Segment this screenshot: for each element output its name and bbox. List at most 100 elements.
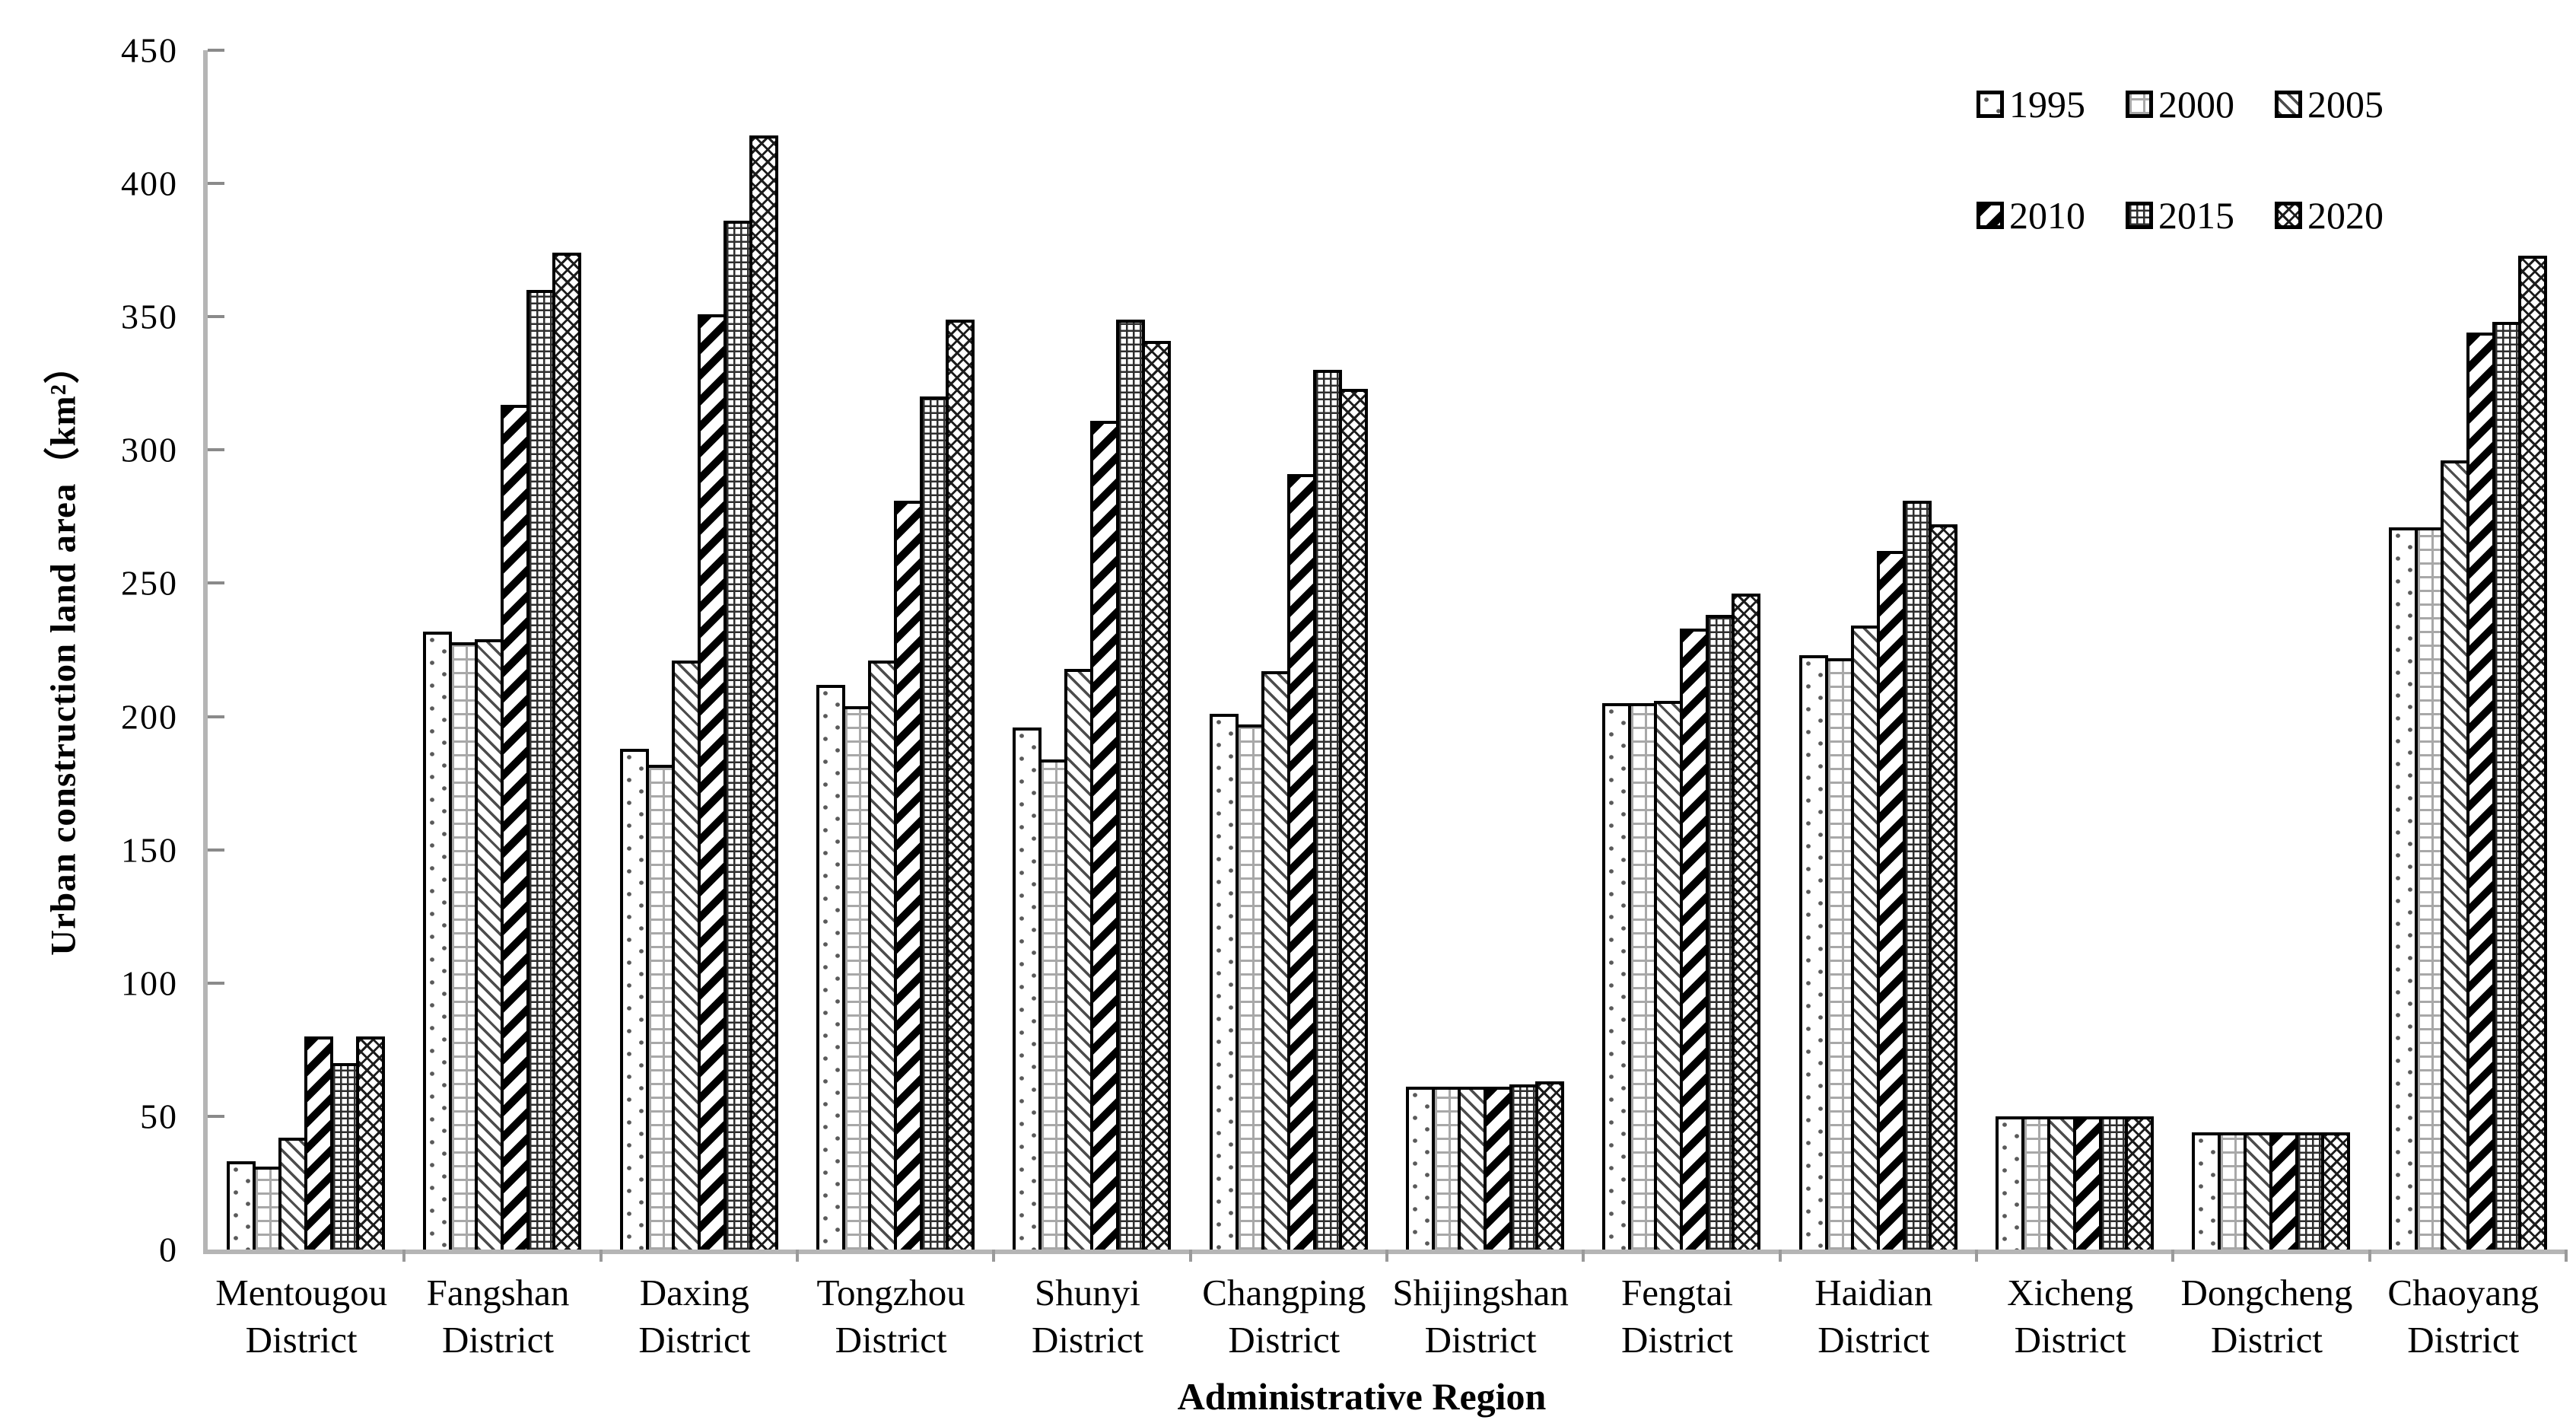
legend-label: 2020 <box>2307 194 2384 237</box>
legend-item-2020: 2020 <box>2275 193 2424 237</box>
category-label-line2: District <box>2014 1319 2126 1361</box>
bar-xicheng-2005 <box>2047 1116 2077 1250</box>
legend-item-2015: 2015 <box>2126 193 2275 237</box>
y-axis-title: Urban construction land area（km²） <box>43 347 84 956</box>
category-label-line2: District <box>1818 1319 1930 1361</box>
category-label-line2: District <box>1031 1319 1143 1361</box>
bar-changping-1995 <box>1209 714 1239 1250</box>
category-label-line2: District <box>245 1319 358 1361</box>
y-tick-label: 300 <box>121 430 178 470</box>
bar-groups <box>208 50 2566 1250</box>
legend-label: 2015 <box>2158 194 2234 237</box>
category-label-line2: District <box>1424 1319 1537 1361</box>
y-tick-label: 50 <box>140 1097 178 1136</box>
category-label-shunyi: Shunyi District <box>989 1269 1185 1364</box>
category-label-tongzhou: Tongzhou District <box>793 1269 989 1364</box>
bar-dongcheng-2010 <box>2269 1132 2299 1250</box>
category-label-dongcheng: Dongcheng District <box>2168 1269 2365 1364</box>
bar-shijingshan-2005 <box>1458 1087 1487 1250</box>
x-tick-mark <box>796 1250 799 1262</box>
bar-group-fangshan <box>404 50 600 1250</box>
bar-xicheng-2015 <box>2099 1116 2129 1250</box>
category-label-chaoyang: Chaoyang District <box>2365 1269 2562 1364</box>
category-label-line1: Daxing <box>639 1272 749 1313</box>
bar-fengtai-2000 <box>1628 703 1658 1250</box>
category-label-fangshan: Fangshan District <box>399 1269 596 1364</box>
bar-fengtai-2015 <box>1706 615 1735 1250</box>
bar-changping-2005 <box>1261 671 1290 1250</box>
y-tick-label: 450 <box>121 30 178 70</box>
bar-fengtai-1995 <box>1602 703 1632 1250</box>
bar-mentougou-2015 <box>330 1062 360 1250</box>
bar-tongzhou-2010 <box>894 500 924 1250</box>
category-label-line1: Shunyi <box>1035 1272 1140 1313</box>
bar-changping-2000 <box>1235 724 1264 1250</box>
legend-item-1995: 1995 <box>1977 82 2126 126</box>
sparse-dots-swatch-icon <box>1977 91 2004 118</box>
category-label-line2: District <box>638 1319 751 1361</box>
category-label-mentougou: Mentougou District <box>203 1269 399 1364</box>
category-label-line1: Haidian <box>1814 1272 1933 1313</box>
legend-item-2005: 2005 <box>2275 82 2424 126</box>
bar-chaoyang-2000 <box>2414 527 2444 1250</box>
bar-chaoyang-2010 <box>2466 333 2495 1250</box>
x-tick-mark <box>992 1250 996 1262</box>
bar-chaoyang-1995 <box>2388 527 2418 1250</box>
bar-fangshan-2015 <box>526 290 556 1250</box>
y-tick-label: 150 <box>121 830 178 870</box>
bar-dongcheng-1995 <box>2192 1132 2221 1250</box>
bar-daxing-1995 <box>619 748 649 1250</box>
legend-label: 2000 <box>2158 83 2234 126</box>
category-label-line1: Xicheng <box>2007 1272 2134 1313</box>
bar-shunyi-2015 <box>1116 319 1146 1250</box>
bar-shijingshan-2015 <box>1509 1084 1539 1250</box>
category-label-haidian: Haidian District <box>1776 1269 1972 1364</box>
y-tick-mark <box>208 715 224 718</box>
x-tick-mark <box>1778 1250 1782 1262</box>
bar-group-haidian <box>1780 50 1977 1250</box>
bar-haidian-2020 <box>1928 524 1957 1250</box>
bar-fangshan-1995 <box>423 631 453 1250</box>
bar-group-shunyi <box>994 50 1190 1250</box>
light-grid-swatch-icon <box>2126 91 2153 118</box>
bar-changping-2015 <box>1312 370 1342 1250</box>
bar-group-daxing <box>601 50 797 1250</box>
category-label-line1: Fengtai <box>1620 1272 1733 1313</box>
thick-upward-diagonal-swatch-icon <box>1977 202 2004 229</box>
bar-fengtai-2005 <box>1654 700 1684 1250</box>
bar-shijingshan-2020 <box>1535 1081 1565 1250</box>
category-label-line1: Chaoyang <box>2387 1272 2539 1313</box>
category-label-line1: Tongzhou <box>816 1272 965 1313</box>
bar-group-dongcheng <box>2173 50 2369 1250</box>
bar-chaoyang-2020 <box>2517 255 2547 1250</box>
bar-shunyi-2010 <box>1090 420 1120 1250</box>
y-tick-mark <box>208 49 224 52</box>
y-tick-label: 100 <box>121 963 178 1003</box>
bar-shunyi-2000 <box>1038 759 1068 1250</box>
category-label-line2: District <box>442 1319 554 1361</box>
bar-dongcheng-2000 <box>2218 1132 2247 1250</box>
y-tick-mark <box>208 448 224 452</box>
bar-shijingshan-1995 <box>1406 1087 1436 1250</box>
bar-daxing-2010 <box>697 314 727 1250</box>
bar-haidian-2005 <box>1850 626 1880 1250</box>
bar-shijingshan-2010 <box>1484 1087 1513 1250</box>
bar-fangshan-2010 <box>501 404 530 1250</box>
y-tick-mark <box>208 182 224 186</box>
bar-dongcheng-2015 <box>2295 1132 2325 1250</box>
bar-group-fengtai <box>1583 50 1779 1250</box>
bar-xicheng-2010 <box>2073 1116 2103 1250</box>
bar-fengtai-2020 <box>1732 594 1761 1250</box>
bar-group-chaoyang <box>2370 50 2566 1250</box>
bar-xicheng-2000 <box>2021 1116 2051 1250</box>
bar-xicheng-2020 <box>2125 1116 2155 1250</box>
legend-label: 2005 <box>2307 83 2384 126</box>
x-tick-mark <box>1582 1250 1585 1262</box>
bar-group-xicheng <box>1977 50 2173 1250</box>
category-label-line2: District <box>1620 1319 1733 1361</box>
bar-haidian-2015 <box>1902 500 1932 1250</box>
bar-shunyi-2005 <box>1064 668 1094 1250</box>
x-tick-mark <box>2171 1250 2175 1262</box>
category-label-line1: Changping <box>1202 1272 1366 1313</box>
